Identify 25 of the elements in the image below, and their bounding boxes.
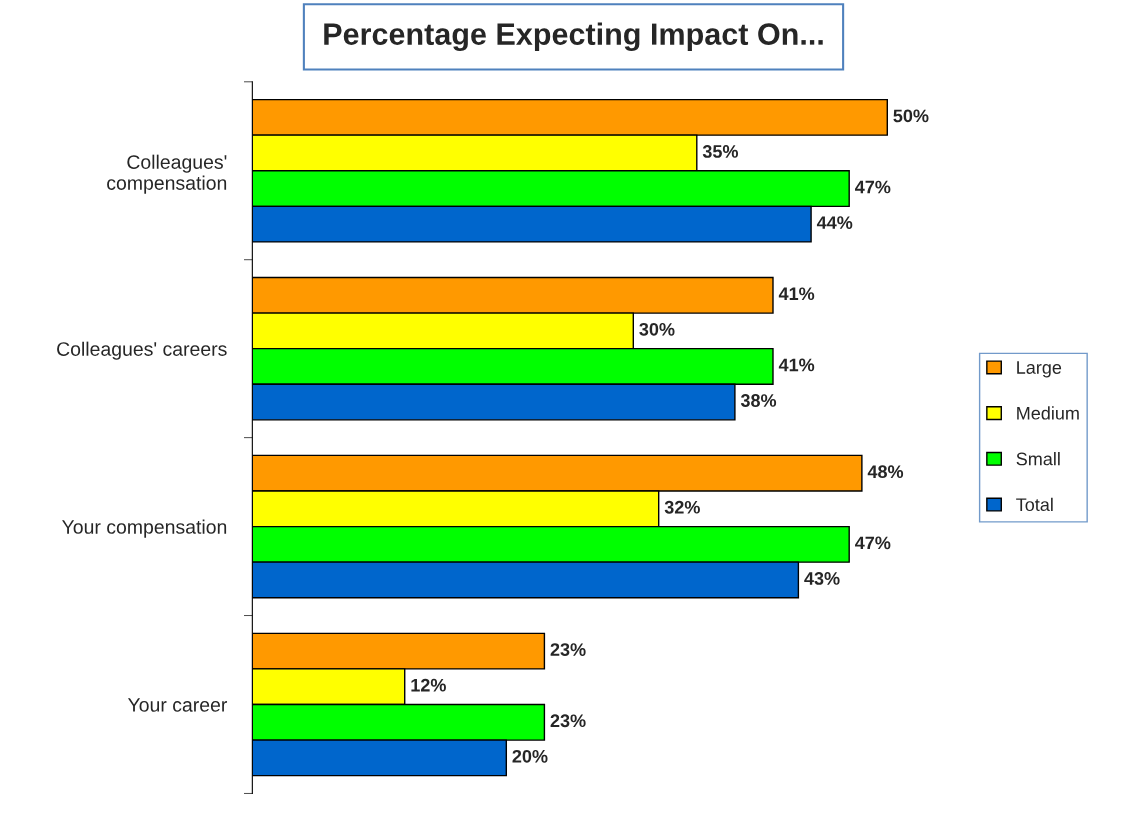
data-label: 43%: [804, 572, 840, 585]
y-tick-label: Your compensation: [62, 519, 227, 538]
data-label: 47%: [855, 180, 891, 194]
data-label: 38%: [740, 394, 777, 407]
data-label: 44%: [816, 216, 853, 229]
chart-title: Percentage Expecting Impact On...: [324, 22, 823, 52]
y-tick-label: Colleagues' careers: [57, 341, 227, 360]
y-tick-label: Colleagues' compensation: [107, 154, 227, 194]
data-label: 35%: [702, 145, 739, 158]
y-tick-label: Your career: [127, 698, 228, 712]
data-label: 12%: [411, 678, 446, 692]
data-label: 48%: [867, 465, 904, 479]
legend-label: Large: [1017, 361, 1062, 378]
data-label: 41%: [778, 287, 815, 301]
data-label: 47%: [855, 536, 891, 550]
data-label: 23%: [550, 714, 586, 728]
data-label: 30%: [639, 322, 675, 336]
data-label: 50%: [893, 109, 929, 123]
legend-label: Total: [1016, 497, 1053, 512]
data-label: 41%: [778, 358, 815, 372]
data-label: 20%: [512, 749, 548, 763]
data-label: 23%: [550, 643, 586, 656]
legend-label: Small: [1016, 452, 1060, 466]
legend-label: Medium: [1017, 406, 1079, 420]
data-label: 32%: [664, 500, 700, 514]
